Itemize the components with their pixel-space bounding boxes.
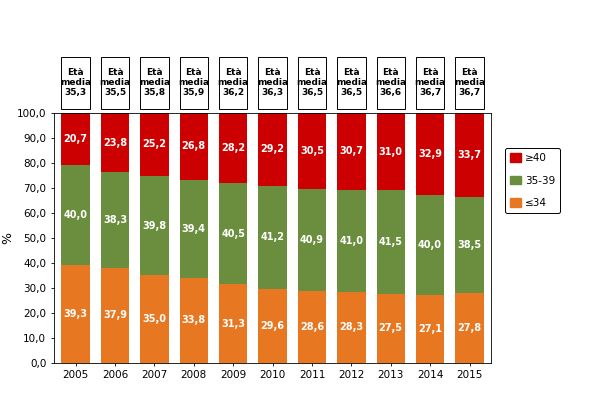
Text: 41,2: 41,2	[261, 232, 285, 242]
Bar	[258, 289, 287, 363]
Text: 41,0: 41,0	[339, 236, 364, 246]
Bar	[337, 113, 365, 189]
Text: 41,5: 41,5	[379, 237, 403, 247]
FancyBboxPatch shape	[140, 57, 168, 109]
FancyBboxPatch shape	[61, 57, 90, 109]
Text: 29,2: 29,2	[261, 144, 285, 154]
Bar	[61, 264, 90, 363]
Text: 26,8: 26,8	[181, 141, 206, 151]
Bar	[61, 113, 90, 164]
Bar	[101, 113, 129, 172]
Text: 40,5: 40,5	[221, 229, 245, 239]
FancyBboxPatch shape	[416, 57, 444, 109]
Text: 38,3: 38,3	[103, 215, 127, 225]
Text: 39,4: 39,4	[181, 224, 206, 234]
Text: 32,9: 32,9	[418, 149, 442, 159]
Text: 33,7: 33,7	[458, 150, 482, 160]
Text: 27,5: 27,5	[379, 323, 403, 333]
Text: 33,8: 33,8	[181, 316, 206, 326]
Text: 27,8: 27,8	[458, 323, 482, 333]
Text: 28,2: 28,2	[221, 143, 245, 153]
FancyBboxPatch shape	[180, 57, 208, 109]
Bar	[416, 195, 444, 295]
Text: 20,7: 20,7	[63, 134, 87, 144]
Text: Età
media
35,9: Età media 35,9	[178, 68, 209, 98]
Bar	[337, 189, 365, 292]
Bar	[101, 268, 129, 363]
Text: Età
media
36,6: Età media 36,6	[375, 68, 406, 98]
Bar	[219, 183, 247, 285]
FancyBboxPatch shape	[298, 57, 326, 109]
Text: Età
media
35,8: Età media 35,8	[139, 68, 170, 98]
Text: Età
media
36,2: Età media 36,2	[217, 68, 249, 98]
Text: 25,2: 25,2	[143, 139, 167, 150]
Bar	[180, 113, 208, 180]
FancyBboxPatch shape	[377, 57, 405, 109]
Bar	[337, 292, 365, 363]
Bar	[219, 113, 247, 183]
Bar	[140, 176, 168, 275]
Text: Età
media
35,5: Età media 35,5	[99, 68, 131, 98]
Text: 27,1: 27,1	[418, 324, 442, 334]
Text: Età
media
36,7: Età media 36,7	[454, 68, 485, 98]
Bar	[258, 186, 287, 289]
Text: Età
media
36,5: Età media 36,5	[336, 68, 367, 98]
Text: 39,8: 39,8	[143, 220, 167, 231]
Bar	[377, 294, 405, 363]
Text: 37,9: 37,9	[103, 310, 127, 320]
Bar	[416, 113, 444, 195]
Bar	[180, 180, 208, 278]
Text: 40,0: 40,0	[63, 210, 87, 220]
Text: 40,9: 40,9	[300, 235, 324, 245]
Text: 28,3: 28,3	[339, 322, 364, 332]
FancyBboxPatch shape	[337, 57, 365, 109]
Legend: ≥40, 35-39, ≤34: ≥40, 35-39, ≤34	[505, 148, 561, 214]
Text: 31,3: 31,3	[221, 319, 245, 328]
Bar	[455, 113, 484, 197]
Text: 29,6: 29,6	[261, 321, 285, 331]
Text: 35,0: 35,0	[143, 314, 167, 324]
Bar	[298, 291, 326, 363]
Text: Età
media
35,3: Età media 35,3	[60, 68, 91, 98]
Y-axis label: %: %	[1, 232, 14, 244]
Bar	[61, 164, 90, 264]
Text: 30,7: 30,7	[339, 146, 364, 156]
Bar	[180, 278, 208, 363]
Text: Età
media
36,3: Età media 36,3	[257, 68, 288, 98]
Bar	[416, 295, 444, 363]
Bar	[455, 197, 484, 293]
Text: 31,0: 31,0	[379, 147, 403, 157]
Bar	[298, 113, 326, 189]
Text: 40,0: 40,0	[418, 240, 442, 250]
Bar	[377, 113, 405, 190]
FancyBboxPatch shape	[219, 57, 247, 109]
Text: Età
media
36,5: Età media 36,5	[297, 68, 328, 98]
FancyBboxPatch shape	[101, 57, 129, 109]
Bar	[219, 285, 247, 363]
Bar	[101, 172, 129, 268]
Text: Età
media
36,7: Età media 36,7	[415, 68, 446, 98]
Text: 28,6: 28,6	[300, 322, 324, 332]
Text: 39,3: 39,3	[63, 309, 87, 319]
Bar	[258, 113, 287, 186]
Bar	[455, 293, 484, 363]
Text: 30,5: 30,5	[300, 146, 324, 156]
Bar	[140, 275, 168, 363]
Text: 23,8: 23,8	[103, 137, 127, 147]
Bar	[298, 189, 326, 291]
Bar	[140, 113, 168, 176]
Bar	[377, 190, 405, 294]
FancyBboxPatch shape	[455, 57, 484, 109]
FancyBboxPatch shape	[258, 57, 287, 109]
Text: 38,5: 38,5	[458, 240, 482, 250]
